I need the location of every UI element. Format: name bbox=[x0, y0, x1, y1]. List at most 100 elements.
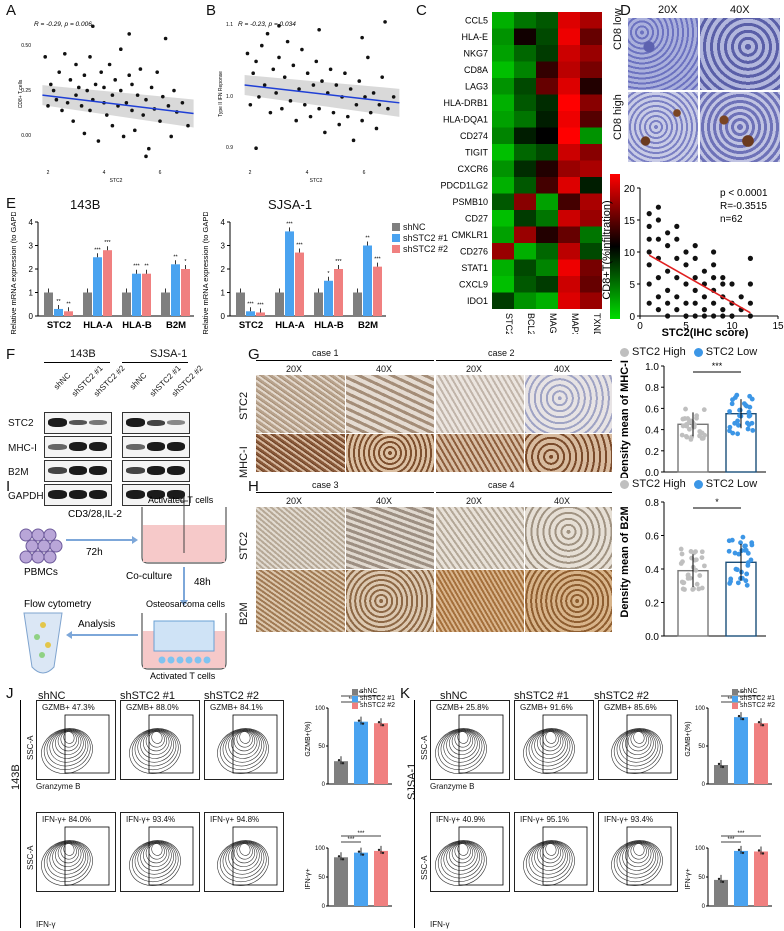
y-tick-label: 0.4 bbox=[645, 565, 659, 576]
heatmap-cell bbox=[492, 292, 514, 309]
data-point bbox=[361, 853, 365, 856]
data-point bbox=[383, 20, 387, 24]
heatmap-cell bbox=[514, 193, 536, 210]
contour-line bbox=[43, 840, 91, 883]
data-point bbox=[743, 578, 749, 584]
data-point bbox=[130, 108, 134, 113]
y-tick-label: 10 bbox=[624, 248, 636, 259]
data-point bbox=[119, 47, 123, 52]
y-tick-label: 1 bbox=[29, 289, 34, 298]
data-point bbox=[138, 67, 143, 71]
contour-line bbox=[630, 730, 647, 748]
data-point bbox=[380, 75, 384, 79]
data-point bbox=[254, 59, 258, 64]
bar bbox=[754, 723, 768, 784]
heatmap-cell bbox=[580, 144, 602, 161]
bar-h: 0.0 0.2 0.4 0.6 0.8 * Density mean of B2M bbox=[619, 497, 766, 642]
scatter-d: 0 5 10 15 20 0 5 10 15 CD8+T(%infiltration) STC2… bbox=[601, 184, 784, 339]
contour-line bbox=[457, 843, 469, 856]
contour-line bbox=[531, 841, 568, 875]
data-point bbox=[285, 39, 290, 44]
contour-line bbox=[145, 730, 168, 752]
regression-line bbox=[42, 94, 194, 115]
heatmap-cell bbox=[558, 12, 580, 29]
data-point bbox=[696, 586, 702, 592]
data-point bbox=[680, 586, 686, 592]
data-point bbox=[248, 102, 253, 107]
ytick-b-1: 1.0 bbox=[226, 94, 233, 100]
y-tick-label: 0.0 bbox=[645, 632, 659, 642]
k-facs-plot bbox=[598, 812, 678, 892]
data-point bbox=[761, 724, 765, 727]
ytick-b-0: 0.9 bbox=[226, 145, 233, 151]
contour-line bbox=[440, 728, 483, 767]
data-point bbox=[761, 852, 765, 855]
heatmap-cell bbox=[558, 61, 580, 78]
data-point bbox=[63, 51, 67, 56]
heatmap-row-label: CMKLR1 bbox=[451, 230, 488, 240]
data-point bbox=[735, 418, 740, 424]
g-ihc-stc2-c2-20x bbox=[436, 375, 524, 433]
data-point bbox=[180, 100, 185, 105]
heatmap-cell bbox=[492, 28, 514, 45]
data-point bbox=[757, 721, 761, 724]
y-tick-label: 50 bbox=[698, 744, 705, 750]
heatmap-cell bbox=[580, 177, 602, 194]
bar bbox=[714, 765, 728, 784]
heatmap-cell bbox=[536, 210, 558, 227]
data-point bbox=[729, 401, 735, 407]
contour-line bbox=[534, 841, 566, 871]
color-scale bbox=[610, 174, 620, 319]
data-point bbox=[337, 759, 341, 762]
y-tick-label: 50 bbox=[318, 744, 325, 750]
heatmap-cell bbox=[492, 61, 514, 78]
heatmap-cell bbox=[580, 28, 602, 45]
contour-line bbox=[129, 840, 181, 886]
sig-marker: * bbox=[184, 259, 187, 265]
bar bbox=[354, 721, 368, 784]
contour-line bbox=[537, 730, 564, 756]
data-point bbox=[692, 287, 698, 293]
g-ihc-mhci-c2-40x bbox=[525, 434, 612, 472]
data-point bbox=[655, 275, 661, 281]
d-stat-n: n=62 bbox=[720, 214, 743, 225]
panel-label-g: G bbox=[248, 346, 260, 363]
gate bbox=[64, 826, 110, 886]
data-point bbox=[720, 275, 726, 281]
contour-line bbox=[239, 731, 251, 744]
data-point bbox=[711, 275, 717, 281]
data-point bbox=[646, 300, 652, 306]
data-point bbox=[99, 70, 103, 74]
bar bbox=[324, 280, 333, 316]
contour-line bbox=[616, 840, 659, 879]
contour-line bbox=[228, 729, 260, 759]
g-ihc-stc2-c2-40x bbox=[525, 375, 612, 433]
blot-mhci-143b bbox=[44, 436, 112, 458]
sig-marker: *** bbox=[374, 257, 381, 263]
bar bbox=[285, 231, 294, 316]
data-point bbox=[88, 108, 92, 113]
data-point bbox=[348, 87, 353, 91]
data-point bbox=[691, 586, 696, 592]
i-flow: Flow cytometry bbox=[24, 599, 91, 610]
contour-line bbox=[619, 729, 656, 763]
data-point bbox=[646, 281, 652, 287]
i-pbmc: PBMCs bbox=[24, 567, 58, 578]
blot-stc2-143b bbox=[44, 412, 112, 434]
x-tick-label: 10 bbox=[726, 321, 738, 332]
contour-line bbox=[622, 841, 654, 871]
data-point bbox=[102, 85, 106, 90]
contour-line bbox=[129, 728, 181, 774]
heatmap-row-label: PSMB10 bbox=[452, 197, 488, 207]
contour-line bbox=[449, 842, 476, 868]
data-point bbox=[694, 415, 699, 421]
data-point bbox=[700, 435, 706, 441]
heatmap-cell bbox=[514, 226, 536, 243]
heatmap-cell bbox=[514, 78, 536, 95]
contour-line bbox=[46, 728, 89, 767]
bar bbox=[103, 250, 112, 316]
data-point bbox=[351, 138, 356, 143]
data-point bbox=[683, 406, 688, 412]
sig-marker: *** bbox=[727, 697, 735, 703]
xtick-b-2: 6 bbox=[363, 170, 366, 176]
